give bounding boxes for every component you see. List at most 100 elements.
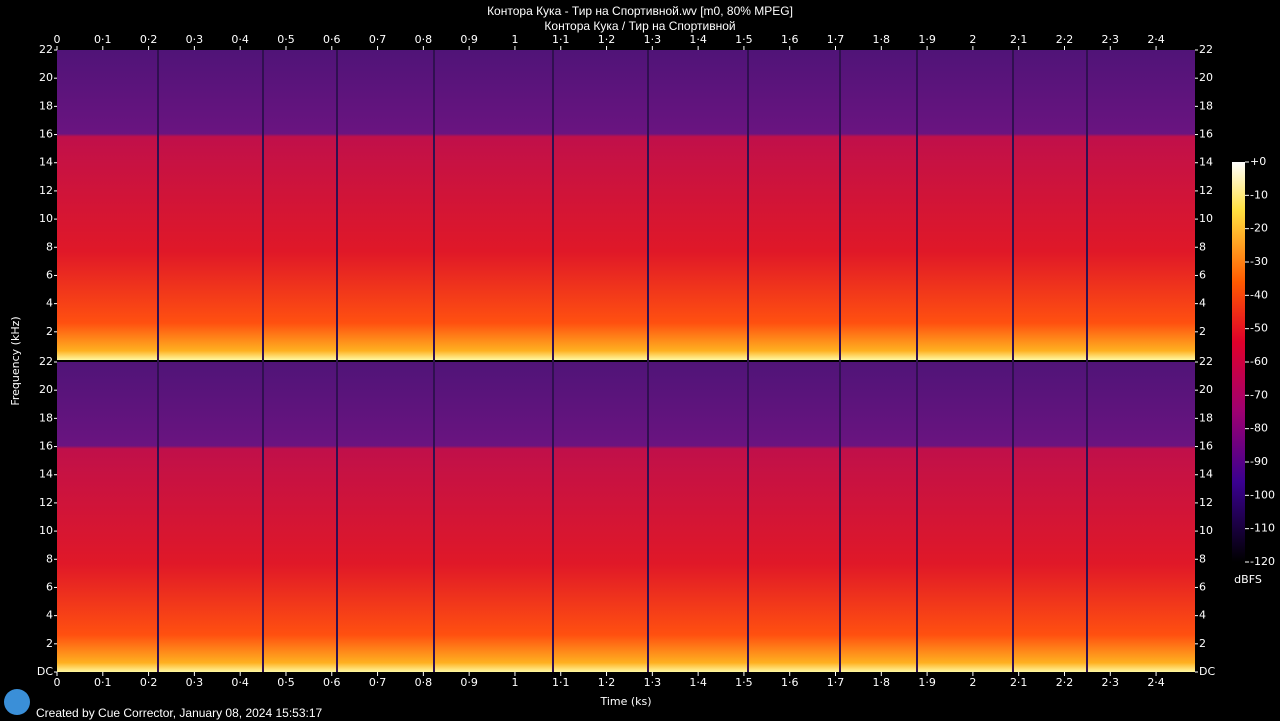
x-tick-label: 2·3 bbox=[1102, 33, 1120, 46]
x-tick-label: 2 bbox=[969, 33, 976, 46]
x-tick-label: 0·1 bbox=[94, 33, 112, 46]
x-tick-label: 0·5 bbox=[277, 33, 295, 46]
y-tick-label: 18 bbox=[1199, 411, 1213, 424]
y-tick-label: 2 bbox=[46, 325, 53, 338]
x-tick-label: 0·1 bbox=[94, 676, 112, 689]
y-tick-label: 20 bbox=[39, 383, 53, 396]
y-tick-label: 22 bbox=[39, 355, 53, 368]
subtitle: Контора Кука / Тир на Спортивной bbox=[544, 19, 735, 33]
x-tick-label: 1·1 bbox=[552, 33, 570, 46]
y-tick-label: 12 bbox=[1199, 496, 1213, 509]
y-tick-label: 18 bbox=[1199, 99, 1213, 112]
x-tick-label: 0·2 bbox=[140, 33, 158, 46]
y-axis-label: Frequency (kHz) bbox=[9, 316, 22, 405]
y-tick-label: 10 bbox=[1199, 212, 1213, 225]
colorbar-tick-label: -30 bbox=[1250, 255, 1268, 268]
track-boundaries bbox=[157, 50, 1088, 672]
x-tick-label: 1·3 bbox=[644, 33, 662, 46]
x-tick-label: 2·4 bbox=[1147, 33, 1165, 46]
footer: Created by Cue Corrector, January 08, 20… bbox=[36, 706, 323, 720]
y-tick-label: DC bbox=[37, 665, 53, 678]
x-tick-label: 0·3 bbox=[186, 676, 204, 689]
x-tick-label: 0 bbox=[54, 33, 61, 46]
app-icon bbox=[4, 689, 30, 715]
y-tick-label: 22 bbox=[1199, 355, 1213, 368]
y-tick-label: 8 bbox=[1199, 552, 1206, 565]
x-tick-label: 1·6 bbox=[781, 676, 799, 689]
x-tick-label: 2·4 bbox=[1147, 676, 1165, 689]
y-tick-label: 22 bbox=[1199, 43, 1213, 56]
y-tick-label: 16 bbox=[39, 128, 53, 141]
y-tick-label: 20 bbox=[1199, 383, 1213, 396]
x-axis-label: Time (ks) bbox=[599, 695, 651, 708]
x-tick-label: 0·9 bbox=[460, 676, 478, 689]
y-tick-label: 12 bbox=[39, 184, 53, 197]
x-tick-label: 2 bbox=[969, 676, 976, 689]
x-tick-label: 1·4 bbox=[689, 676, 707, 689]
x-tick-label: 2·2 bbox=[1056, 676, 1074, 689]
y-tick-label: 16 bbox=[39, 440, 53, 453]
x-tick-label: 1·3 bbox=[644, 676, 662, 689]
x-tick-label: 1·1 bbox=[552, 676, 570, 689]
y-tick-label: 6 bbox=[1199, 580, 1206, 593]
colorbar-tick-label: -10 bbox=[1250, 188, 1268, 201]
colorbar-tick-label: -60 bbox=[1250, 355, 1268, 368]
x-tick-label: 0·4 bbox=[231, 676, 249, 689]
x-tick-label: 0·6 bbox=[323, 33, 341, 46]
x-tick-label: 1 bbox=[511, 33, 518, 46]
x-tick-label: 1·7 bbox=[827, 676, 845, 689]
x-tick-label: 1·9 bbox=[918, 33, 936, 46]
y-tick-label: 18 bbox=[39, 411, 53, 424]
y-tick-label: 14 bbox=[1199, 468, 1213, 481]
y-tick-label: 10 bbox=[39, 212, 53, 225]
x-tick-label: 0·5 bbox=[277, 676, 295, 689]
y-tick-label: 12 bbox=[1199, 184, 1213, 197]
y-tick-label: 14 bbox=[39, 468, 53, 481]
y-tick-label: 2 bbox=[1199, 637, 1206, 650]
spectrogram-panel bbox=[57, 50, 1195, 360]
colorbar-tick-label: -100 bbox=[1250, 488, 1275, 501]
colorbar-tick-label: -110 bbox=[1250, 522, 1275, 535]
x-tick-label: 0·3 bbox=[186, 33, 204, 46]
x-tick-label: 0·4 bbox=[231, 33, 249, 46]
colorbar-tick-label: -90 bbox=[1250, 455, 1268, 468]
y-tick-label: 4 bbox=[46, 609, 53, 622]
y-tick-label: 4 bbox=[46, 297, 53, 310]
colorbar-tick-label: -120 bbox=[1250, 555, 1275, 568]
y-tick-label: 22 bbox=[39, 43, 53, 56]
x-tick-label: 2·1 bbox=[1010, 33, 1028, 46]
y-tick-label: 8 bbox=[1199, 240, 1206, 253]
x-tick-label: 2·3 bbox=[1102, 676, 1120, 689]
colorbar-tick-label: -80 bbox=[1250, 422, 1268, 435]
y-tick-label: DC bbox=[1199, 665, 1215, 678]
x-tick-label: 0·2 bbox=[140, 676, 158, 689]
x-tick-label: 1·2 bbox=[598, 33, 616, 46]
x-tick-label: 0·7 bbox=[369, 33, 387, 46]
y-tick-label: 8 bbox=[46, 240, 53, 253]
x-tick-label: 0·6 bbox=[323, 676, 341, 689]
y-tick-label: 6 bbox=[46, 580, 53, 593]
x-tick-label: 0·7 bbox=[369, 676, 387, 689]
x-tick-label: 0·9 bbox=[460, 33, 478, 46]
colorbar bbox=[1232, 162, 1245, 562]
y-tick-label: 20 bbox=[1199, 71, 1213, 84]
x-tick-label: 1·2 bbox=[598, 676, 616, 689]
y-tick-label: 6 bbox=[1199, 268, 1206, 281]
x-tick-label: 1·9 bbox=[918, 676, 936, 689]
colorbar-tick-label: -20 bbox=[1250, 222, 1268, 235]
y-tick-label: 16 bbox=[1199, 128, 1213, 141]
y-tick-label: 8 bbox=[46, 552, 53, 565]
x-tick-label: 1 bbox=[511, 676, 518, 689]
x-tick-label: 1·8 bbox=[873, 33, 891, 46]
x-tick-label: 0·8 bbox=[415, 676, 433, 689]
colorbar-tick-label: +0 bbox=[1250, 155, 1266, 168]
x-tick-label: 1·6 bbox=[781, 33, 799, 46]
spectrogram-panel bbox=[57, 362, 1195, 672]
x-tick-label: 0 bbox=[54, 676, 61, 689]
x-tick-label: 0·8 bbox=[415, 33, 433, 46]
y-tick-label: 14 bbox=[39, 156, 53, 169]
y-tick-label: 14 bbox=[1199, 156, 1213, 169]
x-tick-label: 2·1 bbox=[1010, 676, 1028, 689]
x-tick-label: 1·7 bbox=[827, 33, 845, 46]
